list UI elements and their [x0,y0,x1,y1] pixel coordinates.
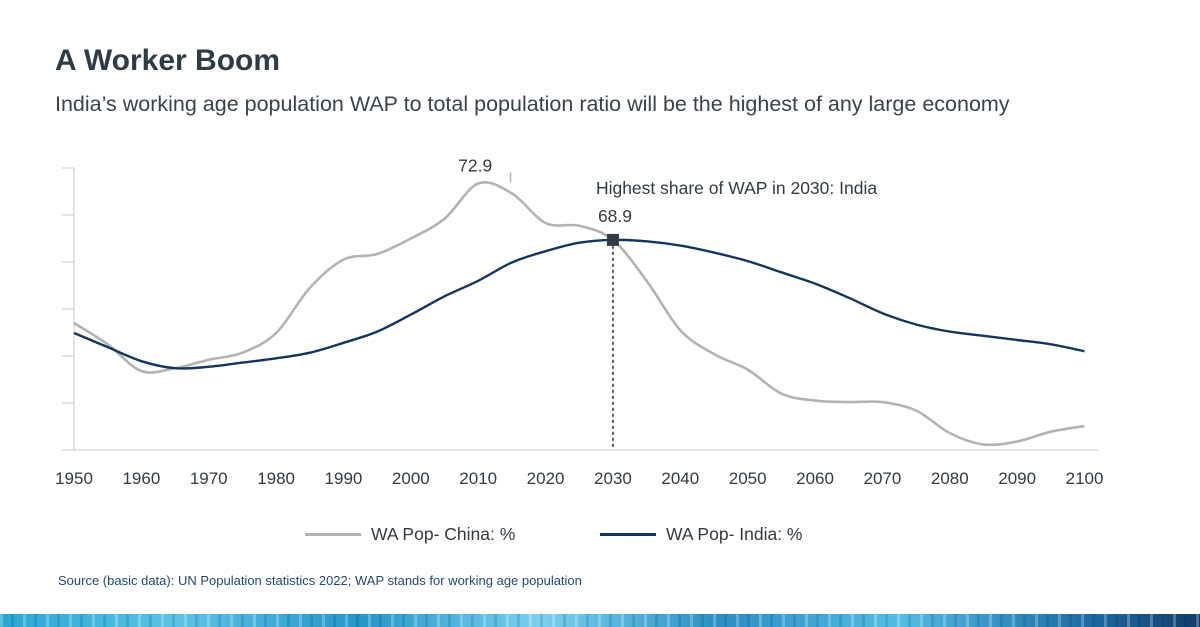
marker-2030-india [606,233,619,246]
x-tick-label: 2070 [864,469,902,488]
x-tick-labels: 1950 1960 1970 1980 1990 2000 2010 2020 2030 2040… [55,469,1103,488]
source-note: Source (basic data): UN Population stati… [58,573,582,588]
legend: WA Pop- China: % WA Pop- India: % [0,524,1200,548]
x-tick-label: 2040 [661,469,699,488]
chart-annotations: 72.9 Highest share of WAP in 2030: India 6… [458,156,877,450]
x-tick-label: 2030 [594,469,632,488]
peak-value-label-china: 72.9 [458,156,492,176]
legend-swatch-china [305,533,361,536]
x-tick-label: 2000 [392,469,430,488]
series-line-china [73,181,1085,447]
line-chart: 1950 1960 1970 1980 1990 2000 2010 2020 2030 2040… [55,156,1103,488]
legend-item-india: WA Pop- India: % [600,524,803,545]
decorative-banner-strip [0,614,1200,627]
series-line-india [73,238,1085,370]
chart-lines [73,181,1085,447]
x-tick-label: 2090 [998,469,1036,488]
chart-title: A Worker Boom [55,44,281,77]
chart-subtitle: India’s working age population WAP to to… [55,92,1010,116]
annotation-highest-share: Highest share of WAP in 2030: India [596,178,877,198]
legend-label-india: WA Pop- India: % [666,524,803,544]
x-tick-label: 2050 [729,469,767,488]
legend-swatch-india [600,533,656,536]
x-tick-label: 1980 [257,469,295,488]
x-tick-label: 1990 [325,469,363,488]
legend-item-china: WA Pop- China: % [305,524,515,545]
x-tick-label: 2010 [459,469,497,488]
x-tick-label: 1970 [190,469,228,488]
x-tick-label: 2100 [1066,469,1104,488]
x-tick-label: 1950 [55,469,93,488]
x-tick-label: 2060 [796,469,834,488]
legend-label-china: WA Pop- China: % [371,524,516,544]
x-tick-label: 2020 [527,469,565,488]
x-tick-label: 2080 [931,469,969,488]
value-label-2030-india: 68.9 [598,206,632,226]
chart-axes [62,167,1098,451]
x-tick-label: 1960 [122,469,160,488]
